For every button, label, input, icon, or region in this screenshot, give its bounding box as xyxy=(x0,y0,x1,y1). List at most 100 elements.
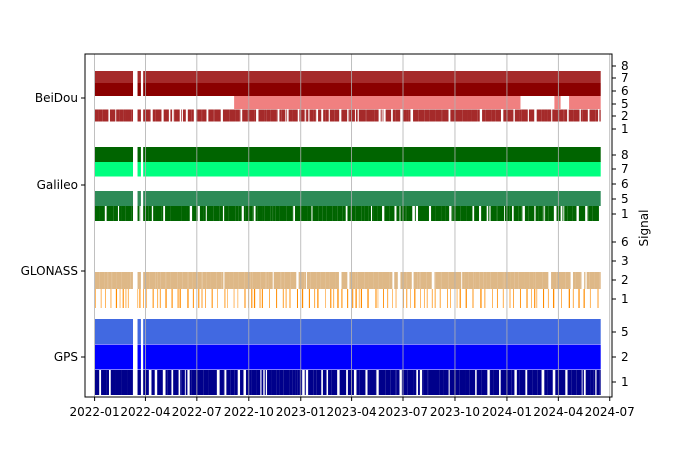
band-segment xyxy=(127,370,133,395)
band-segment xyxy=(333,289,335,308)
band-segment xyxy=(256,370,261,395)
band-segment xyxy=(400,272,407,289)
band-glonass-signal-2 xyxy=(94,272,601,289)
signal-tick-label: 2 xyxy=(621,273,629,287)
band-segment xyxy=(296,289,298,308)
band-segment xyxy=(524,272,530,289)
band-segment xyxy=(378,370,386,395)
band-segment xyxy=(426,272,432,289)
band-segment xyxy=(306,109,309,122)
band-segment xyxy=(555,370,560,395)
band-segment xyxy=(497,206,505,221)
signal-tick-label: 2 xyxy=(621,109,629,123)
band-segment xyxy=(387,289,389,308)
band-segment xyxy=(480,289,482,308)
band-segment xyxy=(271,370,277,395)
system-label-glonass: GLONASS xyxy=(21,264,78,278)
band-segment xyxy=(451,206,453,221)
band-segment xyxy=(316,272,321,289)
band-segment xyxy=(297,370,300,395)
band-segment xyxy=(481,370,488,395)
band-segment xyxy=(334,109,340,122)
band-segment xyxy=(199,206,204,221)
band-segment xyxy=(155,109,162,122)
band-segment xyxy=(524,206,529,221)
band-segment xyxy=(270,109,277,122)
band-segment xyxy=(544,370,548,395)
band-segment xyxy=(589,109,596,122)
band-segment xyxy=(131,206,134,221)
band-segment xyxy=(203,206,206,221)
band-segment xyxy=(165,370,168,395)
band-segment xyxy=(257,206,263,221)
band-segment xyxy=(242,109,248,122)
band-segment xyxy=(502,289,504,308)
band-segment xyxy=(161,206,164,221)
band-segment xyxy=(94,344,134,370)
band-segment xyxy=(125,206,132,221)
signal-tick-label: 7 xyxy=(621,71,629,85)
band-segment xyxy=(224,272,230,289)
band-segment xyxy=(171,289,173,308)
band-segment xyxy=(186,206,190,221)
band-segment xyxy=(208,370,214,395)
band-segment xyxy=(365,109,367,122)
band-segment xyxy=(543,289,545,308)
band-segment xyxy=(405,206,407,221)
signal-tick-label: 5 xyxy=(621,325,629,339)
band-segment xyxy=(165,206,171,221)
band-segment xyxy=(564,206,568,221)
band-segment xyxy=(513,206,519,221)
band-segment xyxy=(308,289,310,308)
system-label-galileo: Galileo xyxy=(37,178,78,192)
band-segment xyxy=(179,272,183,289)
band-segment xyxy=(445,206,450,221)
band-segment xyxy=(206,206,214,221)
band-segment xyxy=(392,109,396,122)
band-segment xyxy=(373,109,375,122)
band-segment xyxy=(181,109,182,122)
band-segment xyxy=(453,206,461,221)
band-segment xyxy=(375,370,377,395)
band-segment xyxy=(229,272,234,289)
band-segment xyxy=(137,319,141,344)
band-galileo-signal-7 xyxy=(94,161,601,177)
band-segment xyxy=(573,109,580,122)
band-segment xyxy=(358,109,366,122)
band-segment xyxy=(309,109,314,122)
band-segment xyxy=(146,289,148,308)
band-segment xyxy=(382,109,384,122)
band-segment xyxy=(355,206,362,221)
band-segment xyxy=(258,109,265,122)
band-segment xyxy=(143,289,144,308)
band-segment xyxy=(528,206,535,221)
band-segment xyxy=(320,272,326,289)
band-segment xyxy=(165,289,167,308)
band-segment xyxy=(99,206,105,221)
band-segment xyxy=(122,289,124,308)
band-segment xyxy=(322,206,327,221)
band-segment xyxy=(477,109,480,122)
band-segment xyxy=(468,272,474,289)
band-segment xyxy=(313,370,317,395)
band-segment xyxy=(189,370,192,395)
band-segment xyxy=(360,289,363,308)
band-segment xyxy=(450,289,451,308)
band-segment xyxy=(589,272,595,289)
band-segment xyxy=(519,289,521,308)
band-segment xyxy=(101,370,107,395)
band-segment xyxy=(587,206,589,221)
band-segment xyxy=(244,289,246,308)
band-segment xyxy=(325,272,330,289)
band-segment xyxy=(251,370,257,395)
band-segment xyxy=(563,109,565,122)
band-segment xyxy=(507,109,514,122)
band-segment xyxy=(389,206,395,221)
band-segment xyxy=(243,206,246,221)
band-segment xyxy=(295,370,298,395)
band-segment xyxy=(496,289,498,308)
band-segment xyxy=(216,272,222,289)
band-segment xyxy=(252,272,257,289)
band-segment xyxy=(559,109,564,122)
band-segment xyxy=(513,289,514,308)
